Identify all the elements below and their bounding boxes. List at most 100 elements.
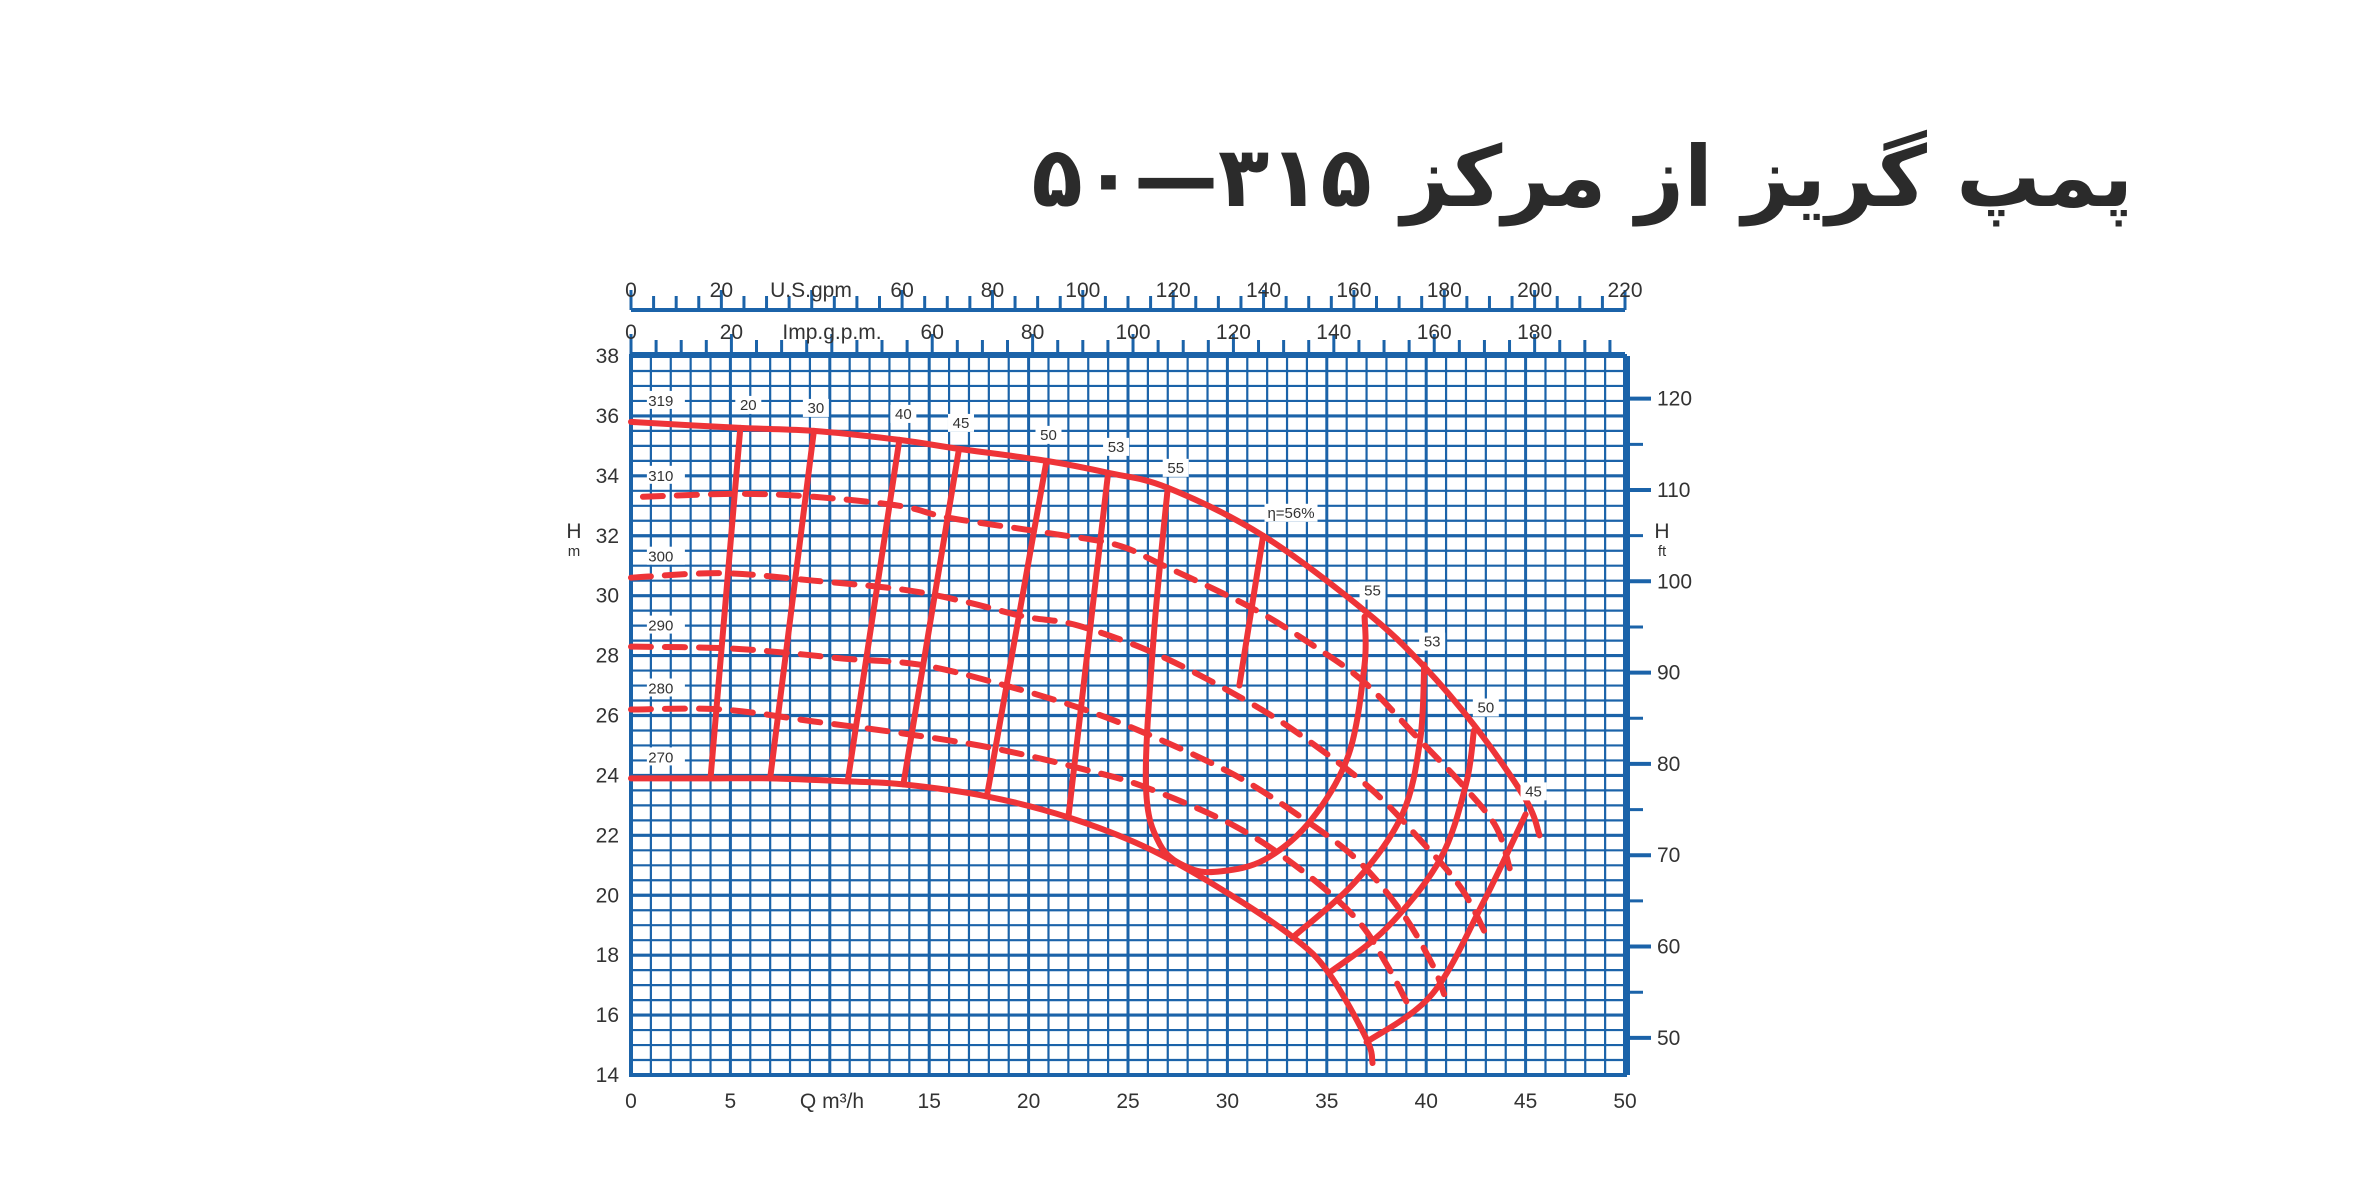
y2-axis-label: H (1654, 520, 1669, 543)
y-tick-label: 38 (596, 345, 619, 368)
efficiency-label: 45 (953, 415, 970, 432)
impeller-label-bg (646, 390, 685, 409)
curves (628, 418, 1543, 1067)
y2-tick-label: 80 (1657, 753, 1680, 776)
imp-gpm-tick-label: 180 (1517, 321, 1552, 344)
efficiency-label-bg (802, 398, 829, 417)
efficiency-label: 30 (808, 400, 825, 417)
y2-tick-label: 90 (1657, 662, 1680, 685)
efficiency-label-bg (1264, 503, 1318, 522)
y-axis-unit: m (568, 543, 581, 560)
efficiency-label: 53 (1424, 634, 1441, 651)
y2-tick-label: 70 (1657, 844, 1680, 867)
efficiency-curve (767, 427, 817, 782)
efficiency-curve (1236, 532, 1267, 689)
y2-tick-label: 50 (1657, 1027, 1680, 1050)
y2-tick-label: 60 (1657, 936, 1680, 959)
x-tick-label: 35 (1315, 1090, 1338, 1113)
labels: 319 310 300 290 280 270 20 30 40 45 50 53 55 η=56% 55 5… (646, 390, 1547, 801)
efficiency-label: 55 (1364, 583, 1381, 600)
efficiency-label-bg (1472, 698, 1499, 717)
y-tick-label: 26 (596, 705, 619, 728)
imp-gpm-tick-label: 120 (1216, 321, 1251, 344)
impeller-curve-300 (628, 570, 1489, 938)
efficiency-label: 50 (1477, 700, 1494, 717)
efficiency-curve (707, 424, 744, 782)
efficiency-label-bg (948, 413, 975, 432)
impeller-label-bg (646, 615, 685, 634)
impeller-label-bg (646, 465, 685, 484)
y2-tick-label: 100 (1657, 570, 1692, 593)
us-gpm-tick-label: 100 (1065, 279, 1100, 302)
x-tick-label: 25 (1116, 1090, 1139, 1113)
efficiency-label: η=56% (1267, 505, 1314, 522)
us-gpm-tick-label: 180 (1427, 279, 1462, 302)
efficiency-label: 50 (1040, 427, 1057, 444)
efficiency-label: 55 (1167, 460, 1184, 477)
efficiency-curve (900, 445, 963, 788)
y-tick-label: 36 (596, 405, 619, 428)
impeller-label: 290 (648, 618, 673, 635)
imp-gpm-tick-label: 20 (720, 321, 743, 344)
x-tick-label: 40 (1415, 1090, 1438, 1113)
efficiency-label-bg (735, 395, 762, 414)
top-axis-2-label: Imp.g.p.m. (782, 321, 881, 344)
impeller-label: 310 (648, 468, 673, 485)
y-tick-label: 34 (596, 465, 620, 488)
efficiency-label-bg (1419, 632, 1446, 651)
impeller-label: 319 (648, 393, 673, 410)
x-tick-label: 30 (1216, 1090, 1239, 1113)
y2-tick-label: 110 (1657, 479, 1690, 502)
efficiency-curve (1325, 727, 1477, 977)
y-axis-label: H (566, 520, 581, 543)
efficiency-curve (844, 436, 903, 785)
x-tick-label: 20 (1017, 1090, 1040, 1113)
impeller-label-bg (646, 678, 685, 697)
efficiency-curve (1290, 661, 1428, 941)
y-tick-label: 14 (596, 1064, 620, 1087)
imp-gpm-tick-label: 140 (1316, 321, 1351, 344)
efficiency-curve (983, 457, 1050, 800)
y2-tick-label: 120 (1657, 388, 1692, 411)
efficiency-label: 40 (895, 406, 912, 423)
x-tick-label: 5 (725, 1090, 737, 1113)
y-tick-label: 22 (596, 824, 619, 847)
y-tick-label: 28 (596, 645, 619, 668)
impeller-label: 280 (648, 681, 673, 698)
efficiency-label: 45 (1525, 783, 1542, 800)
x-axis-label: Q m³/h (800, 1090, 864, 1113)
imp-gpm-tick-label: 0 (625, 321, 637, 344)
x-tick-label: 15 (918, 1090, 941, 1113)
us-gpm-tick-label: 20 (710, 279, 733, 302)
impeller-label: 300 (648, 549, 673, 566)
efficiency-label-bg (890, 404, 917, 423)
us-gpm-tick-label: 200 (1517, 279, 1552, 302)
us-gpm-tick-label: 60 (890, 279, 913, 302)
efficiency-curve (1363, 811, 1529, 1046)
imp-gpm-tick-label: 100 (1115, 321, 1150, 344)
impeller-label: 270 (648, 749, 673, 766)
us-gpm-tick-label: 0 (625, 279, 637, 302)
y2-axis-unit: ft (1658, 543, 1667, 560)
efficiency-curve (1142, 484, 1369, 876)
y-tick-label: 20 (596, 884, 619, 907)
efficiency-label-bg (1162, 458, 1189, 477)
axes: 0 5 15 20 25 30 35 40 45 50 14 16 18 20 22 24 26 28 30 32 34… (596, 279, 1692, 1113)
us-gpm-tick-label: 220 (1607, 279, 1642, 302)
y-tick-label: 18 (596, 944, 619, 967)
us-gpm-tick-label: 140 (1246, 279, 1281, 302)
us-gpm-tick-label: 160 (1336, 279, 1371, 302)
efficiency-label-bg (1103, 437, 1130, 456)
y-tick-label: 24 (596, 764, 620, 787)
us-gpm-tick-label: 80 (981, 279, 1004, 302)
x-tick-label: 45 (1514, 1090, 1537, 1113)
imp-gpm-tick-label: 60 (921, 321, 944, 344)
imp-gpm-tick-label: 160 (1417, 321, 1452, 344)
efficiency-label-bg (1520, 782, 1547, 801)
y-tick-label: 16 (596, 1004, 619, 1027)
efficiency-label-bg (1359, 581, 1386, 600)
efficiency-curve (1065, 469, 1112, 821)
impeller-label-bg (646, 747, 685, 766)
x-tick-label: 0 (625, 1090, 637, 1113)
